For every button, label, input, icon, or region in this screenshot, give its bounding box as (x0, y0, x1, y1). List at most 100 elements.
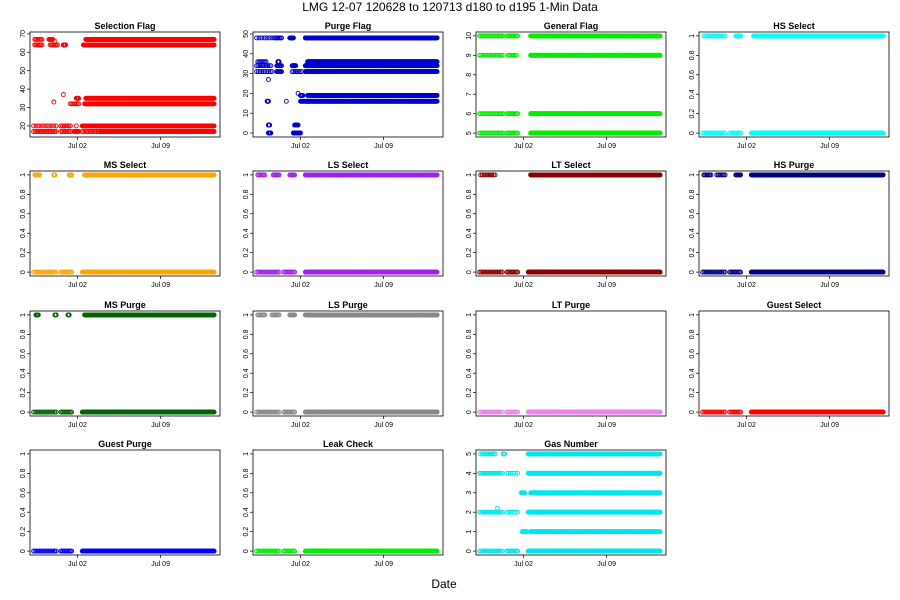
data-point (87, 129, 93, 134)
data-point (35, 129, 41, 134)
data-point (37, 129, 43, 134)
plot-frame (698, 31, 890, 138)
data-point (43, 129, 49, 134)
data-point (50, 129, 56, 134)
x-tick-label: Jul 02 (737, 143, 756, 150)
figure-title: LMG 12-07 120628 to 120713 d180 to d195 … (302, 0, 598, 14)
data-point (49, 129, 55, 134)
y-tick-label: 0 (243, 131, 250, 135)
panel-title: Selection Flag (94, 21, 155, 31)
data-point (31, 123, 37, 129)
panel-title: General Flag (544, 21, 599, 31)
y-tick-label: 20 (20, 122, 27, 130)
data-point (34, 129, 40, 134)
data-point (64, 129, 70, 134)
data-point (60, 92, 66, 98)
data-point (51, 99, 57, 105)
data-point (211, 101, 217, 107)
data-points (700, 33, 886, 136)
data-point (90, 129, 96, 134)
data-point (211, 129, 217, 134)
data-point (60, 129, 65, 134)
data-point (40, 129, 46, 134)
data-point (63, 129, 69, 134)
data-point (92, 129, 98, 134)
data-point (46, 123, 52, 129)
y-tick-label: 6 (466, 112, 473, 116)
y-tick-label: 20 (243, 89, 250, 97)
y-tick-label: 7 (466, 92, 473, 96)
data-point (64, 123, 70, 129)
panel-title: HS Select (773, 21, 815, 31)
x-tick-label: Jul 09 (151, 143, 170, 150)
data-point (73, 123, 79, 129)
y-tick-label: 40 (20, 85, 27, 93)
data-point (44, 129, 50, 134)
plot-frame (475, 31, 667, 138)
y-tick-label: 5 (466, 131, 473, 135)
data-point (47, 129, 53, 134)
data-point (53, 129, 59, 134)
data-point (76, 101, 82, 107)
data-point (43, 123, 49, 129)
data-points (477, 33, 663, 136)
data-point (67, 123, 73, 129)
x-tick-label: Jul 02 (68, 143, 87, 150)
y-tick-label: 60 (20, 48, 27, 56)
data-point (41, 129, 47, 134)
data-points (31, 36, 217, 134)
x-tick-label: Jul 09 (597, 143, 616, 150)
data-point (76, 95, 82, 101)
y-tick-label: 0 (689, 131, 696, 135)
data-point (61, 129, 67, 134)
y-tick-label: 9 (466, 53, 473, 57)
y-tick-label: 50 (20, 67, 27, 75)
data-point (79, 129, 85, 134)
y-tick-label: 50 (243, 30, 250, 38)
y-tick-label: 0.8 (689, 50, 696, 60)
data-point (211, 123, 217, 129)
data-point (38, 129, 44, 134)
data-point (31, 129, 37, 134)
data-point (66, 129, 72, 134)
data-point (33, 123, 39, 129)
data-point (52, 129, 58, 134)
data-point (211, 95, 217, 101)
data-point (63, 123, 69, 129)
data-point (84, 129, 90, 134)
y-tick-label: 30 (20, 104, 27, 112)
data-point (265, 77, 271, 82)
data-point (58, 123, 64, 129)
data-point (82, 129, 88, 134)
data-point (89, 129, 95, 134)
y-tick-label: 30 (243, 70, 250, 78)
data-point (283, 98, 289, 104)
y-tick-label: 0.6 (689, 70, 696, 80)
x-tick-label: Jul 02 (291, 143, 310, 150)
data-point (51, 123, 57, 129)
data-point (38, 123, 44, 129)
y-tick-label: 0.4 (689, 89, 696, 99)
data-point (60, 123, 65, 129)
data-point (58, 129, 64, 134)
data-point (94, 129, 99, 134)
data-point (81, 129, 87, 134)
data-point (48, 123, 54, 129)
data-point (66, 123, 72, 129)
data-point (61, 123, 67, 129)
y-tick-label: 40 (243, 50, 250, 58)
x-tick-label: Jul 09 (374, 143, 393, 150)
data-points (254, 35, 440, 136)
data-point (53, 123, 59, 129)
data-point (41, 123, 47, 129)
data-point (86, 129, 92, 134)
plot-frame (252, 31, 444, 138)
y-tick-label: 1 (689, 34, 696, 38)
panel-title: Purge Flag (325, 21, 372, 31)
data-point (36, 123, 42, 129)
